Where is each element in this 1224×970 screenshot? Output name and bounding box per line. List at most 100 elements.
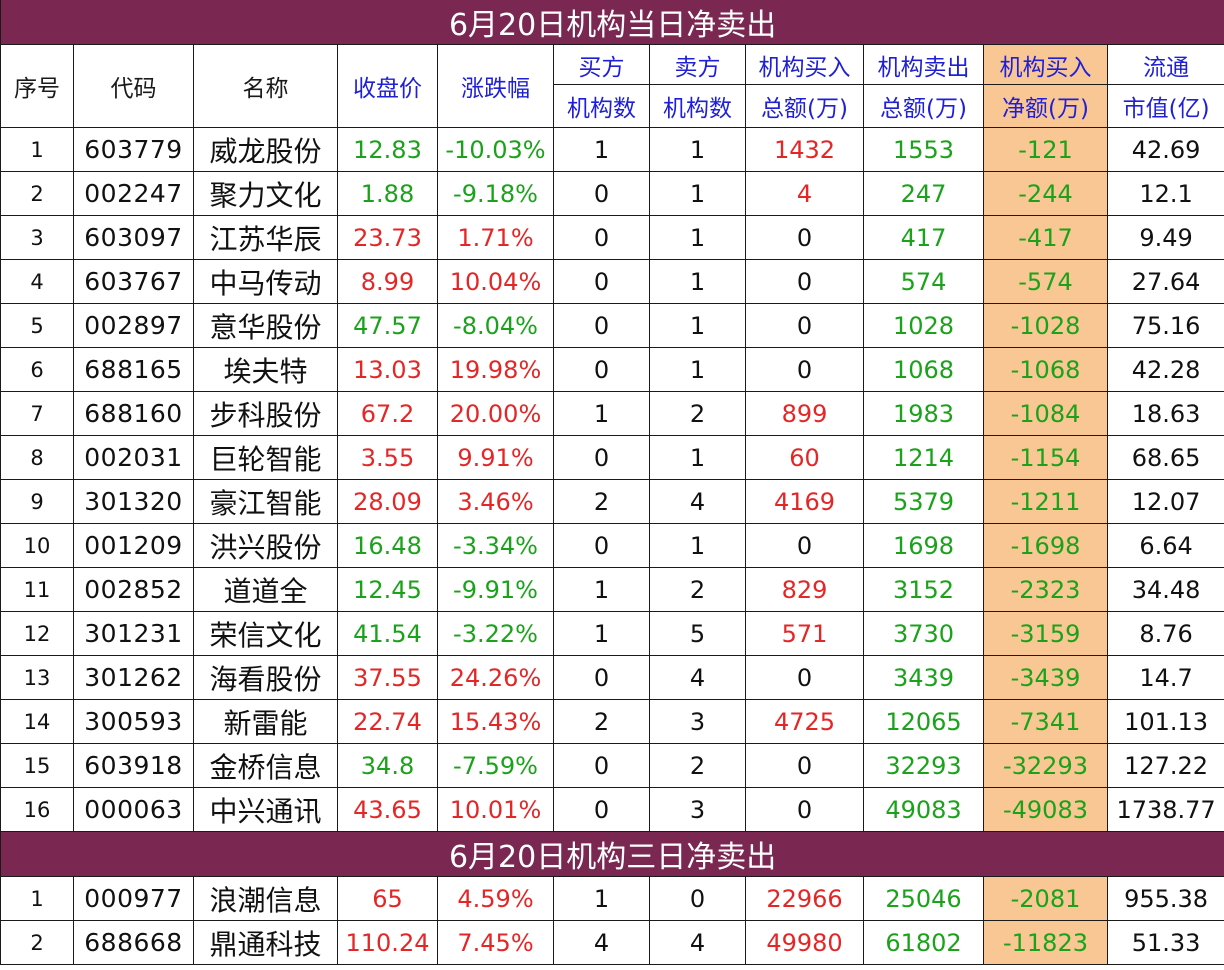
stock-code: 301262: [73, 655, 194, 700]
row-seq: 3: [0, 215, 74, 260]
buyer-count: 0: [553, 435, 650, 480]
table-row: 6 688165 埃夫特 13.03 19.98% 0 1 0 1068 -1068 42.28: [0, 347, 1224, 392]
table-row: 2 002247 聚力文化 1.88 -9.18% 0 1 4 247 -244 12.1: [0, 171, 1224, 216]
stock-name: 新雷能: [193, 699, 338, 744]
change-percent: -3.22%: [437, 611, 554, 656]
stock-name: 威龙股份: [193, 127, 338, 172]
stock-code: 000063: [73, 787, 194, 832]
stock-code: 603097: [73, 215, 194, 260]
close-price: 37.55: [337, 655, 438, 700]
net-buy-amount: -32293: [983, 743, 1108, 788]
header-change: 涨跌幅: [437, 44, 554, 128]
row-seq: 1: [0, 127, 74, 172]
seller-count: 2: [649, 567, 746, 612]
buyer-count: 0: [553, 303, 650, 348]
float-market-cap: 14.7: [1106, 655, 1224, 700]
inst-buy-total: 571: [745, 611, 864, 656]
stock-code: 603779: [73, 127, 194, 172]
table-row: 16 000063 中兴通讯 43.65 10.01% 0 3 0 49083 -49083 173…: [0, 787, 1224, 832]
change-percent: -7.59%: [437, 743, 554, 788]
inst-sell-total: 1983: [863, 391, 984, 436]
buyer-count: 0: [553, 787, 650, 832]
row-seq: 1: [0, 876, 74, 921]
inst-sell-total: 3730: [863, 611, 984, 656]
stock-name: 金桥信息: [193, 743, 338, 788]
inst-sell-total: 1214: [863, 435, 984, 480]
float-market-cap: 6.64: [1106, 523, 1224, 568]
inst-sell-total: 1028: [863, 303, 984, 348]
stock-code: 301231: [73, 611, 194, 656]
inst-buy-total: 0: [745, 347, 864, 392]
net-buy-amount: -121: [983, 127, 1108, 172]
row-seq: 15: [0, 743, 74, 788]
buyer-count: 2: [553, 699, 650, 744]
stock-name: 中马传动: [193, 259, 338, 304]
stock-code: 002031: [73, 435, 194, 480]
buyer-count: 1: [553, 567, 650, 612]
inst-buy-total: 4169: [745, 479, 864, 524]
inst-sell-total: 25046: [863, 876, 984, 921]
change-percent: 20.00%: [437, 391, 554, 436]
net-buy-amount: -11823: [983, 920, 1108, 965]
stock-name: 埃夫特: [193, 347, 338, 392]
seller-count: 2: [649, 743, 746, 788]
table-row: 2 688668 鼎通科技 110.24 7.45% 4 4 49980 61802 -11823…: [0, 920, 1224, 965]
buyer-count: 2: [553, 479, 650, 524]
stock-name: 意华股份: [193, 303, 338, 348]
stock-code: 301320: [73, 479, 194, 524]
row-seq: 7: [0, 391, 74, 436]
close-price: 67.2: [337, 391, 438, 436]
header-inst-buy-bottom: 总额(万): [745, 84, 864, 128]
header-cap-bottom: 市值(亿): [1106, 84, 1224, 128]
header-net-top: 机构买入: [983, 44, 1108, 85]
stock-name: 豪江智能: [193, 479, 338, 524]
table-row: 11 002852 道道全 12.45 -9.91% 1 2 829 3152 -2323 34.4…: [0, 567, 1224, 612]
row-seq: 10: [0, 523, 74, 568]
header-cap-top: 流通: [1106, 44, 1224, 85]
inst-buy-total: 0: [745, 259, 864, 304]
close-price: 23.73: [337, 215, 438, 260]
close-price: 8.99: [337, 259, 438, 304]
change-percent: 24.26%: [437, 655, 554, 700]
close-price: 41.54: [337, 611, 438, 656]
buyer-count: 1: [553, 391, 650, 436]
inst-sell-total: 3439: [863, 655, 984, 700]
buyer-count: 0: [553, 215, 650, 260]
daily-title: 6月20日机构当日净卖出: [0, 0, 1224, 45]
net-buy-amount: -3159: [983, 611, 1108, 656]
buyer-count: 1: [553, 127, 650, 172]
buyer-count: 0: [553, 347, 650, 392]
change-percent: -9.91%: [437, 567, 554, 612]
seller-count: 1: [649, 171, 746, 216]
seller-count: 4: [649, 655, 746, 700]
table-row: 14 300593 新雷能 22.74 15.43% 2 3 4725 12065 -7341 10…: [0, 699, 1224, 744]
inst-sell-total: 1698: [863, 523, 984, 568]
float-market-cap: 75.16: [1106, 303, 1224, 348]
header-net-bottom: 净额(万): [983, 84, 1108, 128]
close-price: 47.57: [337, 303, 438, 348]
stock-code: 300593: [73, 699, 194, 744]
stock-name: 江苏华辰: [193, 215, 338, 260]
table-row: 1 000977 浪潮信息 65 4.59% 1 0 22966 25046 -2081 955.3…: [0, 876, 1224, 921]
seller-count: 1: [649, 303, 746, 348]
table-row: 1 603779 威龙股份 12.83 -10.03% 1 1 1432 1553 -121 42.…: [0, 127, 1224, 172]
table-row: 8 002031 巨轮智能 3.55 9.91% 0 1 60 1214 -1154 68.65: [0, 435, 1224, 480]
buyer-count: 0: [553, 259, 650, 304]
inst-buy-total: 899: [745, 391, 864, 436]
stock-code: 688668: [73, 920, 194, 965]
change-percent: 1.71%: [437, 215, 554, 260]
inst-buy-total: 0: [745, 523, 864, 568]
close-price: 28.09: [337, 479, 438, 524]
buyer-count: 4: [553, 920, 650, 965]
close-price: 43.65: [337, 787, 438, 832]
net-buy-amount: -574: [983, 259, 1108, 304]
buyer-count: 0: [553, 171, 650, 216]
inst-sell-total: 3152: [863, 567, 984, 612]
stock-code: 688165: [73, 347, 194, 392]
seller-count: 1: [649, 259, 746, 304]
net-buy-amount: -1084: [983, 391, 1108, 436]
three-day-title: 6月20日机构三日净卖出: [0, 831, 1224, 877]
inst-buy-total: 4: [745, 171, 864, 216]
header-sell-top: 卖方: [649, 44, 746, 85]
